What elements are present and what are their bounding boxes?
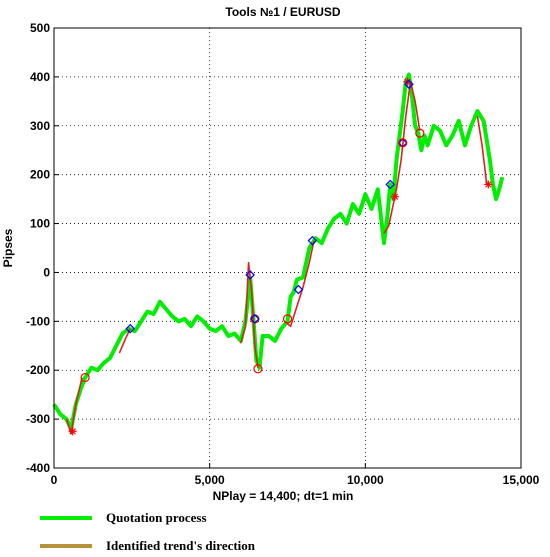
- y-tick-label: 100: [30, 217, 50, 231]
- y-tick-label: -100: [26, 314, 50, 328]
- diamond-marker: [385, 179, 396, 190]
- diamond-marker: [307, 235, 318, 246]
- x-tick-label: 15,000: [503, 473, 540, 487]
- circle-marker: [282, 314, 293, 324]
- trend-segment: [65, 377, 83, 435]
- trend-segment: [283, 240, 315, 328]
- legend: Quotation process Identified trend's dir…: [40, 510, 256, 553]
- chart-title: Tools №1 / EURUSD: [225, 5, 341, 19]
- diamond-marker: [125, 323, 136, 334]
- star-marker: [390, 192, 399, 201]
- legend-label-quotation: Quotation process: [106, 510, 207, 525]
- y-tick-label: 0: [43, 265, 50, 279]
- y-tick-label: -400: [26, 461, 50, 475]
- y-tick-label: -200: [26, 363, 50, 377]
- diamond-marker: [249, 314, 260, 324]
- plot-frame: [53, 27, 522, 469]
- star-marker: [484, 180, 493, 189]
- tick-layer: 0 5,000 10,000 15,000 -400 -300 -200 -100 0 100 20…: [26, 21, 540, 487]
- circle-marker: [253, 364, 263, 374]
- y-tick-label: 300: [30, 119, 50, 133]
- circle-marker: [80, 372, 90, 383]
- x-tick-label: 5,000: [195, 473, 225, 487]
- y-tick-label: 200: [30, 168, 50, 182]
- diamond-marker: [404, 79, 414, 90]
- x-tick-label: 10,000: [347, 473, 384, 487]
- y-tick-label: -300: [26, 412, 50, 426]
- x-tick-label: 0: [51, 473, 58, 487]
- trend-segment: [476, 115, 488, 185]
- star-marker: [68, 427, 77, 436]
- y-tick-label: 500: [30, 21, 50, 35]
- series-layer: [52, 72, 505, 435]
- circle-marker: [398, 138, 408, 148]
- trend-segment: [383, 80, 421, 234]
- quotation-line: [52, 72, 505, 431]
- legend-label-trend: Identified trend's direction: [106, 538, 256, 553]
- circle-marker: [415, 128, 425, 138]
- y-axis-label: Pipses: [1, 228, 15, 267]
- trend-segment: [240, 261, 259, 368]
- diamond-marker: [293, 284, 304, 295]
- grid-lines: [54, 28, 521, 468]
- marker-layer: [68, 77, 493, 436]
- y-tick-label: 400: [30, 70, 50, 84]
- x-axis-label: NPlay = 14,400; dt=1 min: [213, 489, 354, 503]
- diamond-marker: [245, 270, 255, 280]
